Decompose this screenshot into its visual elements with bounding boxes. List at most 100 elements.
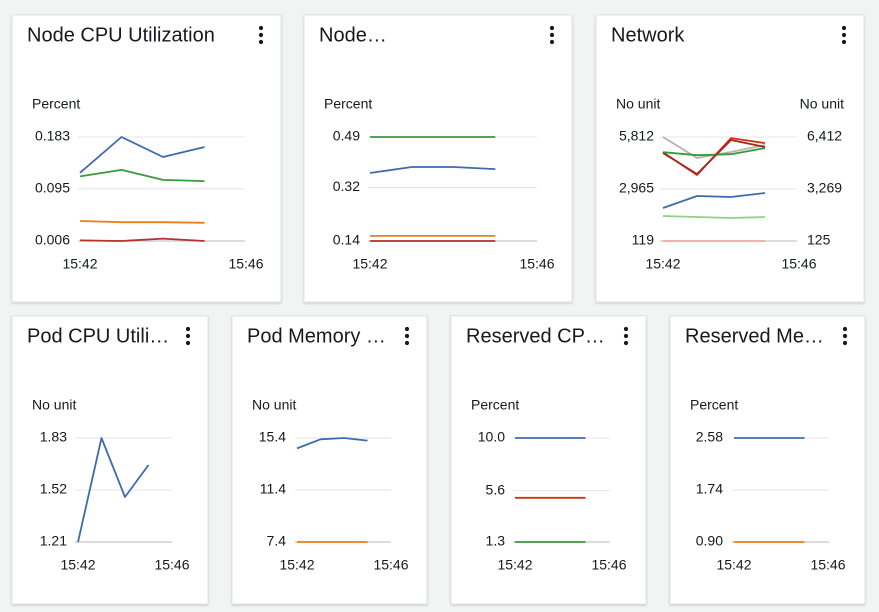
widget-menu[interactable] <box>618 324 634 348</box>
menu-dot <box>404 333 410 339</box>
widget-card <box>303 14 573 303</box>
widget-card <box>669 315 866 605</box>
y-tick-label: 1.21 <box>40 533 67 549</box>
x-tick-label: 15:46 <box>519 256 554 272</box>
widget-title: Node… <box>319 24 387 46</box>
widget-menu[interactable] <box>836 23 852 47</box>
y-tick-label: 0.32 <box>333 178 360 194</box>
menu-dot <box>841 32 847 38</box>
widget-menu[interactable] <box>837 324 853 348</box>
x-tick-label: 15:42 <box>279 557 314 573</box>
y2-tick-label: 6,412 <box>807 128 842 144</box>
widget-card <box>11 14 282 303</box>
x-tick-label: 15:42 <box>716 557 751 573</box>
series-line <box>662 147 766 157</box>
y-tick-label: 15.4 <box>259 429 286 445</box>
x-tick-label: 15:46 <box>228 256 263 272</box>
menu-dot <box>842 333 848 339</box>
y-tick-label: 1.83 <box>40 429 67 445</box>
widget: Pod CPU Utili… No unit 1.21 1.52 1.83 15:42 15… <box>11 315 209 605</box>
y-tick-label: 5,812 <box>619 128 654 144</box>
y-tick-label: 1.3 <box>486 533 506 549</box>
x-tick-label: 15:42 <box>645 256 680 272</box>
menu-dot <box>258 39 264 45</box>
menu-dot <box>404 326 410 332</box>
menu-dot <box>623 333 629 339</box>
menu-dot <box>623 340 629 346</box>
widget-title: Network <box>611 24 685 46</box>
x-tick-label: 15:42 <box>352 256 387 272</box>
x-tick-label: 15:46 <box>591 557 626 573</box>
y-tick-label: 0.095 <box>35 179 70 195</box>
widget-title: Reserved Me… <box>685 325 824 347</box>
series-line <box>79 136 205 174</box>
y-tick-label: 1.74 <box>696 481 723 497</box>
widget-menu[interactable] <box>180 324 196 348</box>
y-tick-label: 10.0 <box>478 429 505 445</box>
series-line <box>662 215 766 219</box>
series-line <box>77 437 150 543</box>
y-tick-label: 0.90 <box>696 533 723 549</box>
y-tick-label: 0.183 <box>35 128 70 144</box>
x-tick-label: 15:46 <box>373 557 408 573</box>
series-line <box>296 437 368 450</box>
y2-tick-label: 125 <box>807 232 831 248</box>
menu-dot <box>549 39 555 45</box>
y2-axis-label: No unit <box>800 96 844 112</box>
y-tick-label: 2,965 <box>619 180 654 196</box>
y-tick-label: 0.006 <box>35 232 70 248</box>
menu-dot <box>404 340 410 346</box>
y-axis-label: Percent <box>32 96 80 112</box>
y-tick-label: 11.4 <box>260 481 286 497</box>
series-line <box>662 192 766 209</box>
x-tick-label: 15:42 <box>62 256 97 272</box>
menu-dot <box>842 340 848 346</box>
y-axis-label: No unit <box>616 96 660 112</box>
widget-card <box>450 315 647 605</box>
y-axis-label: Percent <box>324 96 372 112</box>
y-axis-label: Percent <box>471 397 519 413</box>
x-tick-label: 15:46 <box>781 256 816 272</box>
series-line <box>662 139 766 175</box>
widget: Pod Memory … No unit 7.4 11.4 15.4 15:42 15:46 <box>231 315 428 605</box>
menu-dot <box>841 25 847 31</box>
menu-dot <box>549 32 555 38</box>
y2-tick-label: 3,269 <box>807 180 842 196</box>
series-line <box>369 166 496 174</box>
widget-title: Pod CPU Utili… <box>27 325 169 347</box>
widget: Node… Percent 0.14 0.32 0.49 15:42 15:46 <box>303 14 573 303</box>
series-line <box>79 237 205 242</box>
series-line <box>79 169 205 182</box>
y-tick-label: 0.14 <box>333 232 360 248</box>
widget-menu[interactable] <box>253 23 269 47</box>
widget: Node CPU Utilization Percent 0.006 0.095 0.1… <box>11 14 282 303</box>
widget: Reserved Me… Percent 0.90 1.74 2.58 15:42 15:4… <box>669 315 866 605</box>
widget-title: Reserved CP… <box>466 325 605 347</box>
menu-dot <box>185 333 191 339</box>
widget-card <box>595 14 865 303</box>
x-tick-label: 15:46 <box>154 557 189 573</box>
y-tick-label: 119 <box>632 232 655 248</box>
widget: Reserved CP… Percent 1.3 5.6 10.0 15:42 15:46 <box>450 315 647 605</box>
menu-dot <box>623 326 629 332</box>
series-line <box>79 220 205 224</box>
menu-dot <box>258 25 264 31</box>
y-axis-label: No unit <box>32 397 76 413</box>
y-tick-label: 7.4 <box>267 533 287 549</box>
widget-menu[interactable] <box>544 23 560 47</box>
y-axis-label: No unit <box>252 397 296 413</box>
y-tick-label: 1.52 <box>40 481 67 497</box>
widget-title: Pod Memory … <box>247 325 386 347</box>
widget: Network No unit No unit 119 2,965 5,812 125 3,2… <box>595 14 865 303</box>
menu-dot <box>841 39 847 45</box>
x-tick-label: 15:42 <box>497 557 532 573</box>
widget-title: Node CPU Utilization <box>27 24 215 46</box>
widget-card <box>231 315 428 605</box>
y-axis-label: Percent <box>690 397 738 413</box>
widget-menu[interactable] <box>399 324 415 348</box>
y-tick-label: 5.6 <box>486 481 506 497</box>
menu-dot <box>842 326 848 332</box>
menu-dot <box>258 32 264 38</box>
menu-dot <box>185 326 191 332</box>
